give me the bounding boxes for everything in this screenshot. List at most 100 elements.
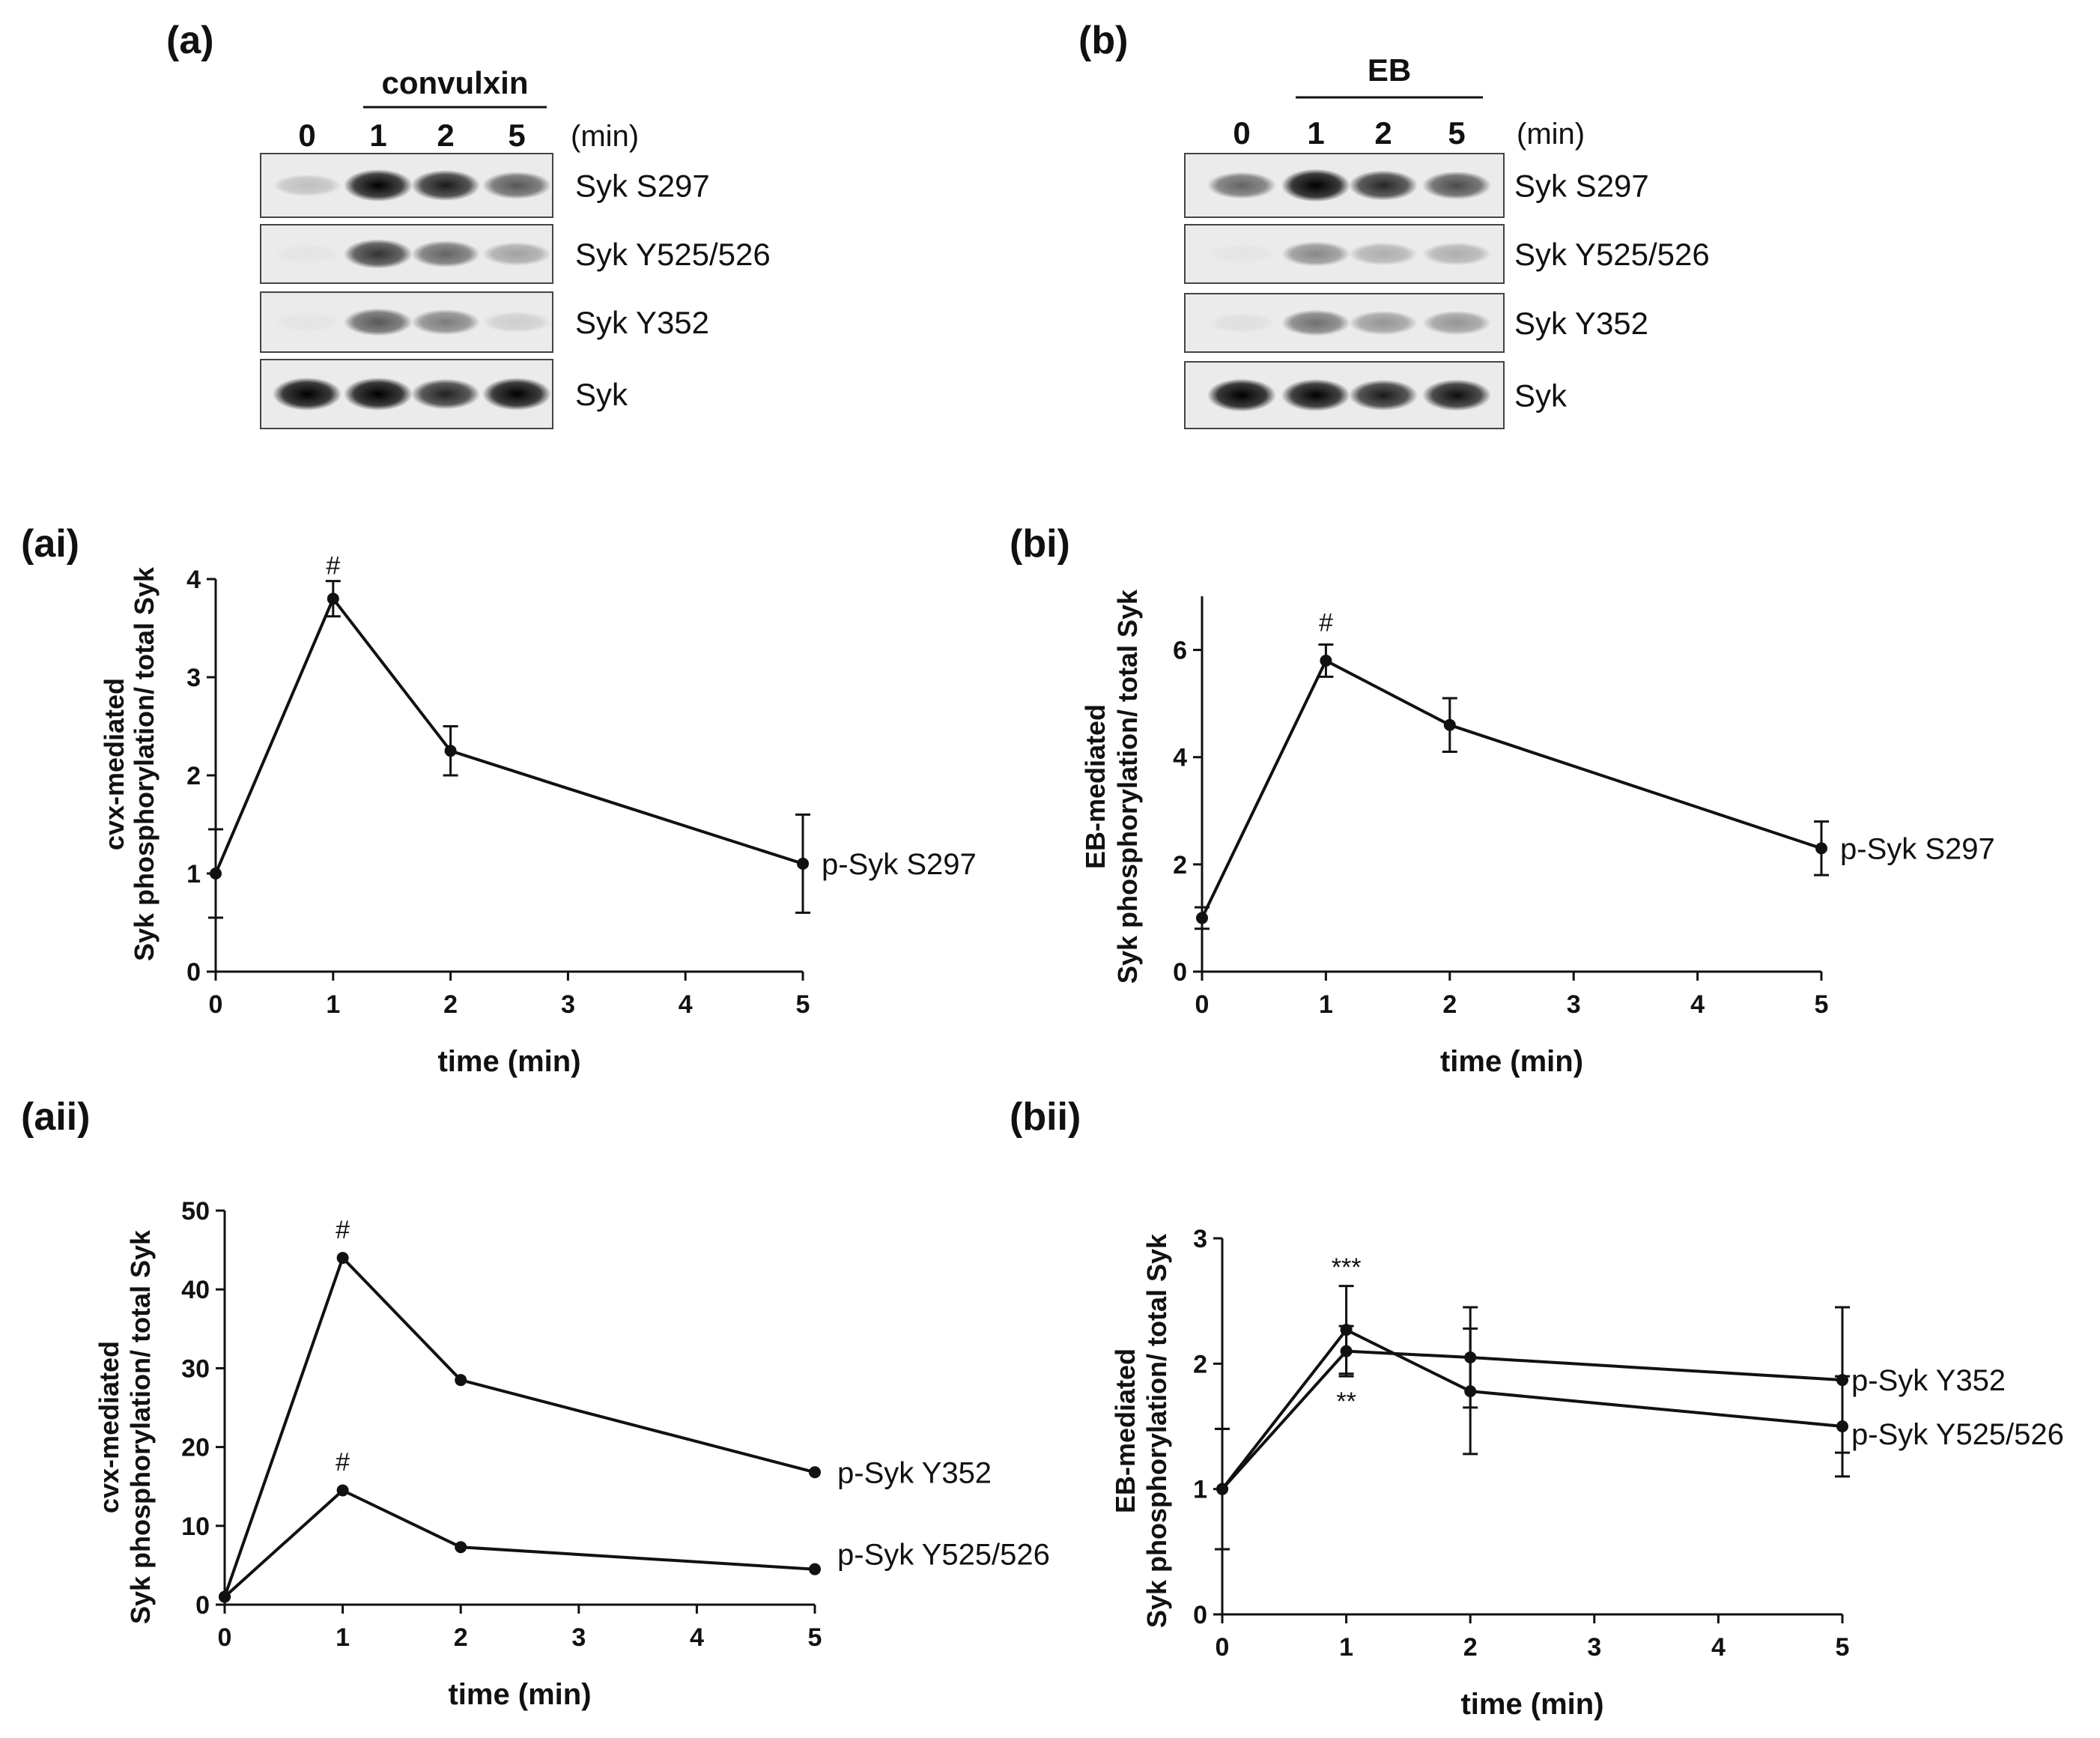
blot-band — [344, 239, 413, 269]
lane-time-label: 2 — [437, 118, 454, 153]
series-line — [214, 597, 804, 874]
series-0: p-Syk S297 — [208, 580, 977, 919]
blot-row-label: Syk Y352 — [1514, 306, 1648, 341]
blot-band — [1281, 378, 1350, 412]
x-tick-label: 4 — [679, 990, 693, 1019]
blot-band — [1349, 310, 1418, 336]
x-tick-label: 0 — [1216, 1633, 1230, 1662]
y-tick-label: 1 — [186, 860, 201, 888]
panel-label: (bi) — [1010, 522, 1070, 566]
x-tick-label: 2 — [1463, 1633, 1478, 1662]
x-tick-label: 5 — [808, 1623, 822, 1652]
series-line — [223, 1256, 816, 1598]
data-point — [797, 857, 809, 870]
y-axis-label-line1: cvx-mediated — [94, 1341, 124, 1513]
blot-row-label: Syk Y525/526 — [1514, 237, 1710, 272]
data-point — [1196, 912, 1208, 924]
y-tick-label: 1 — [1193, 1476, 1207, 1504]
data-point — [1815, 842, 1827, 855]
chart-bii: 0 1 2 3 0 1 2 3 4 5 time (min) EB-mediated Syk phosp… — [1110, 1225, 2064, 1721]
blot-band — [344, 378, 413, 411]
blot-band — [411, 240, 480, 267]
blot-band — [1422, 242, 1491, 266]
y-axis-label-line1: EB-mediated — [1110, 1348, 1141, 1513]
series-0: p-Syk S297 — [1195, 643, 1995, 930]
blot-band — [273, 174, 342, 197]
y-tick-label: 30 — [181, 1354, 210, 1383]
x-tick-label: 3 — [571, 1623, 586, 1652]
x-tick-label: 3 — [561, 990, 575, 1019]
x-axis-label: time (min) — [448, 1678, 591, 1711]
data-point — [809, 1563, 821, 1575]
lane-time-label: 0 — [1233, 115, 1250, 151]
chart-bi: 0 2 4 6 0 1 2 3 4 5 time (min) EB-mediated Syk phosp… — [1080, 589, 1995, 1078]
blot-band — [411, 378, 480, 410]
y-tick-label: 2 — [1193, 1350, 1207, 1378]
x-tick-label: 3 — [1567, 990, 1581, 1019]
x-tick-label: 0 — [1195, 990, 1210, 1019]
significance-annotation: # — [326, 551, 340, 580]
blot-band — [273, 312, 342, 333]
y-axis-label-line1: cvx-mediated — [99, 678, 130, 850]
x-tick-label: 1 — [1319, 990, 1333, 1019]
y-tick-label: 3 — [1193, 1225, 1207, 1253]
data-point — [1216, 1483, 1228, 1495]
treatment-label: EB — [1368, 52, 1411, 88]
x-tick-label: 5 — [796, 990, 810, 1019]
series-line — [1201, 658, 1822, 919]
x-tick-label: 5 — [1836, 1633, 1850, 1662]
y-tick-label: 2 — [1173, 851, 1187, 879]
lane-time-label: 5 — [508, 118, 525, 153]
x-axis-label: time (min) — [437, 1045, 580, 1078]
blot-band — [344, 169, 413, 202]
y-tick-label: 20 — [181, 1434, 210, 1462]
x-tick-label: 0 — [218, 1623, 232, 1652]
series-label: p-Syk Y525/526 — [1851, 1418, 2064, 1451]
panel-label: (a) — [166, 19, 214, 62]
lane-time-label: 0 — [298, 118, 315, 153]
blot-band — [1207, 312, 1276, 333]
x-tick-label: 1 — [336, 1623, 350, 1652]
x-tick-label: 2 — [443, 990, 458, 1019]
y-axis-label-line2: Syk phosphorylation/ total Syk — [1141, 1233, 1172, 1628]
series-label: p-Syk S297 — [822, 848, 977, 881]
treatment-label: convulxin — [381, 65, 528, 100]
blot-band — [1207, 378, 1276, 412]
series-line — [1221, 1328, 1843, 1490]
x-tick-label: 3 — [1587, 1633, 1601, 1662]
data-point — [336, 1252, 349, 1265]
data-point — [1443, 718, 1456, 731]
blot-band — [1349, 170, 1418, 201]
data-point — [1340, 1324, 1353, 1336]
blot-row-label: Syk Y525/526 — [575, 237, 771, 272]
blot-band — [411, 309, 480, 336]
y-axis-label-line1: EB-mediated — [1080, 704, 1111, 869]
blot-row-label: Syk — [1514, 378, 1568, 414]
data-point — [1320, 654, 1332, 667]
blot-band — [1349, 242, 1418, 266]
blot-band — [1422, 379, 1491, 411]
significance-annotation: *** — [1332, 1253, 1362, 1282]
blot-band — [1349, 379, 1418, 411]
significance-annotation: # — [1319, 609, 1333, 638]
panel-label: (b) — [1078, 19, 1129, 62]
blot-band — [1207, 243, 1276, 264]
x-axis-label: time (min) — [1460, 1688, 1603, 1721]
series-1: p-Syk Y525/526 — [219, 1484, 1050, 1603]
blot-row-label: Syk S297 — [1514, 169, 1649, 204]
y-tick-label: 2 — [186, 762, 201, 790]
x-axis-label: time (min) — [1440, 1045, 1583, 1078]
chart-aii: 0 10 20 30 40 50 0 1 2 3 4 5 time (min) cvx-mediated S… — [94, 1197, 1050, 1711]
x-tick-label: 4 — [690, 1623, 704, 1652]
y-axis-label-line2: Syk phosphorylation/ total Syk — [129, 566, 160, 961]
panel-label: (bii) — [1010, 1095, 1081, 1139]
x-tick-label: 4 — [1711, 1633, 1726, 1662]
blot-band — [482, 378, 551, 411]
blot-panel: EB 0 1 2 5 (min) Syk S297 Syk Y525/526 Syk Y352 S… — [1184, 52, 1710, 429]
series-label: p-Syk Y352 — [837, 1456, 992, 1489]
blot-band — [1207, 172, 1276, 199]
data-point — [1464, 1385, 1477, 1398]
blot-band — [1281, 309, 1350, 336]
x-tick-label: 4 — [1690, 990, 1705, 1019]
series-1: p-Syk Y525/526 — [1215, 1285, 2064, 1551]
